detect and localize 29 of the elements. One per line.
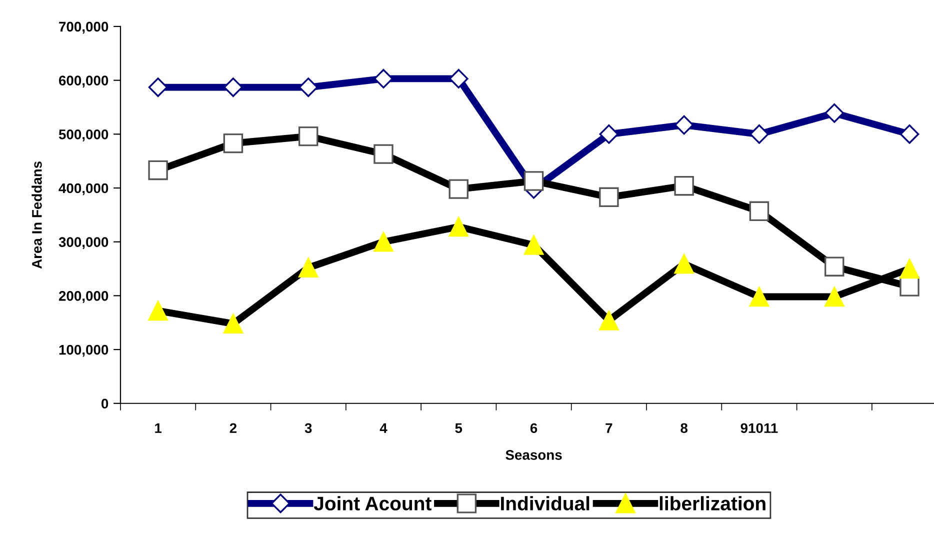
point [374, 69, 394, 88]
y-tick-label: 700,000 [59, 22, 108, 34]
y-tick-label: 600,000 [58, 76, 108, 88]
legend-label: Joint Acount [314, 496, 432, 510]
x-tick-label: 6 [530, 423, 538, 434]
y-tick-label: 100,000 [59, 344, 108, 357]
x-tick-label: 1 [155, 423, 162, 433]
point [224, 78, 243, 97]
legend-label: Individual [501, 496, 590, 510]
x-tick-label: 3 [304, 423, 312, 434]
x-tick-label: 4 [380, 423, 388, 433]
x-tick-label: 91011 [740, 423, 778, 434]
y-tick-label: 400,000 [58, 183, 108, 196]
point [824, 103, 844, 123]
y-tick-label: 200,000 [58, 291, 108, 303]
x-tick-label: 8 [680, 423, 688, 434]
point [750, 124, 769, 144]
y-tick-label: 500,000 [58, 129, 108, 142]
point [599, 124, 619, 144]
point [148, 78, 168, 97]
x-axis-title: Seasons [506, 450, 562, 460]
y-tick-label: 300,000 [58, 237, 108, 250]
point [900, 124, 920, 144]
x-tick-label: 7 [606, 423, 612, 433]
y-tick-label: 0 [102, 398, 108, 409]
x-tick-label: 2 [230, 423, 237, 433]
legend-label: liberlization [660, 496, 766, 510]
x-tick-label: 5 [455, 423, 462, 434]
y-axis-title: Area In Feddans [32, 161, 42, 269]
